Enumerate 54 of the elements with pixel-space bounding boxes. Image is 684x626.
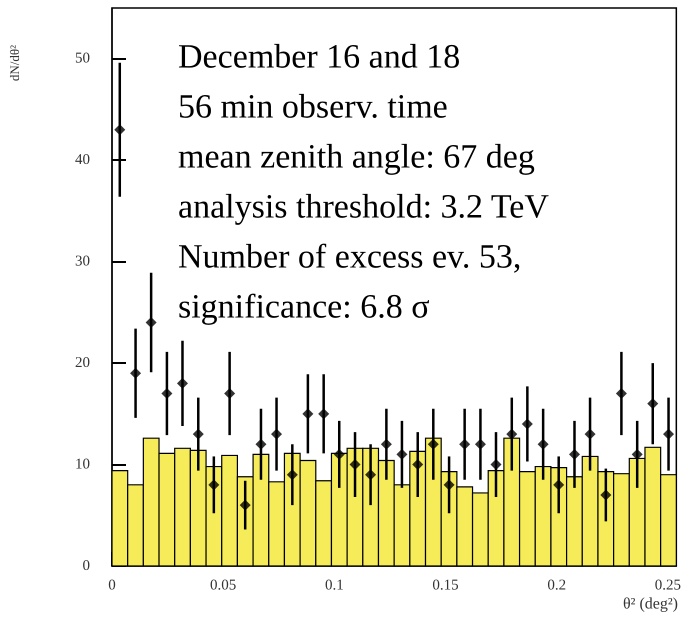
point — [474, 438, 486, 450]
point — [522, 418, 533, 430]
y-tick-label: 50 — [75, 50, 90, 67]
point — [302, 408, 314, 420]
point — [334, 448, 345, 460]
point — [130, 368, 142, 379]
point — [114, 124, 126, 136]
point — [146, 317, 157, 328]
point — [600, 489, 612, 500]
point — [380, 438, 392, 450]
y-tick-label: 10 — [75, 456, 90, 473]
point — [224, 388, 236, 400]
annotation: significance: 6.8 σ — [178, 288, 430, 326]
point — [255, 438, 266, 450]
annotation: mean zenith angle: 67 deg — [178, 138, 535, 176]
point — [161, 388, 172, 400]
point — [459, 438, 470, 450]
point — [568, 448, 580, 460]
point — [428, 438, 439, 450]
point — [192, 428, 204, 440]
point — [538, 438, 549, 450]
y-tick-label: 20 — [75, 355, 90, 372]
x-tick-label: 0 — [108, 578, 116, 594]
annotation: 56 min observ. time — [178, 88, 448, 126]
y-axis-title: dN/dθ² — [7, 44, 22, 82]
annotation: analysis threshold: 3.2 TeV — [178, 188, 550, 226]
x-tick-label: 0.2 — [547, 578, 566, 594]
point — [396, 448, 408, 460]
point — [584, 428, 596, 440]
x-tick-label: 0.1 — [324, 578, 344, 594]
y-tick-label: 40 — [75, 152, 90, 168]
x-axis-title: θ² (deg²) — [622, 596, 678, 612]
point — [444, 479, 455, 490]
point — [553, 479, 564, 490]
point — [365, 469, 376, 480]
point — [350, 459, 361, 470]
annotation: Number of excess ev. 53, — [178, 238, 522, 276]
point — [490, 459, 502, 470]
x-tick-label: 0.25 — [654, 578, 681, 594]
point — [286, 469, 298, 480]
point — [318, 408, 330, 420]
annotation: December 16 and 18 — [178, 38, 460, 76]
point — [240, 500, 251, 511]
point — [647, 398, 658, 410]
y-tick-label: 30 — [75, 254, 90, 270]
point — [663, 428, 674, 440]
x-tick-label: 0.15 — [432, 578, 459, 594]
point — [271, 428, 282, 440]
point — [176, 378, 188, 389]
point — [208, 479, 220, 490]
point — [616, 388, 627, 400]
point — [412, 459, 424, 470]
x-tick-label: 0.05 — [210, 578, 236, 594]
y-tick-label: 0 — [82, 558, 90, 574]
